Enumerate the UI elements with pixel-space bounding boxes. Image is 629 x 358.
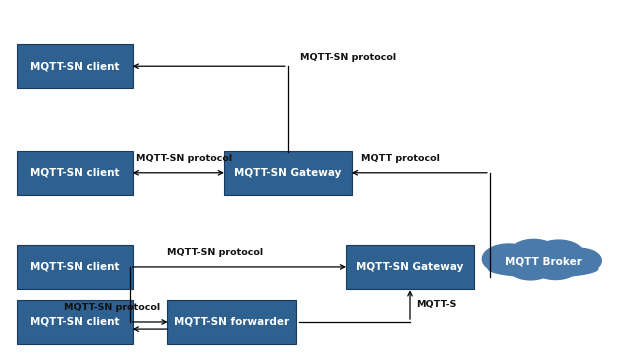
Text: MQTT-SN protocol: MQTT-SN protocol — [136, 154, 232, 163]
Circle shape — [482, 244, 535, 274]
Text: MQTT-SN protocol: MQTT-SN protocol — [64, 303, 160, 312]
Text: MQTT-SN protocol: MQTT-SN protocol — [167, 248, 264, 257]
Text: MQTT-SN client: MQTT-SN client — [30, 262, 120, 272]
Text: MQTT-SN Gateway: MQTT-SN Gateway — [234, 168, 342, 178]
Text: MQTT-SN Gateway: MQTT-SN Gateway — [356, 262, 464, 272]
FancyBboxPatch shape — [17, 300, 133, 344]
Text: MQTT Broker: MQTT Broker — [504, 256, 581, 266]
Circle shape — [532, 252, 579, 280]
FancyBboxPatch shape — [224, 151, 352, 195]
FancyBboxPatch shape — [17, 245, 133, 289]
Text: MQTT-SN client: MQTT-SN client — [30, 168, 120, 178]
Circle shape — [510, 240, 557, 266]
Circle shape — [508, 254, 553, 280]
Text: MQTT-SN protocol: MQTT-SN protocol — [301, 53, 396, 62]
Ellipse shape — [488, 260, 598, 277]
Text: MQTT-SN client: MQTT-SN client — [30, 317, 120, 327]
FancyBboxPatch shape — [346, 245, 474, 289]
Text: MQTT-S: MQTT-S — [416, 300, 457, 309]
FancyBboxPatch shape — [17, 44, 133, 88]
Text: MQTT-SN client: MQTT-SN client — [30, 61, 120, 71]
Text: MQTT protocol: MQTT protocol — [362, 154, 440, 163]
Circle shape — [557, 248, 601, 273]
Text: MQTT-SN forwarder: MQTT-SN forwarder — [174, 317, 289, 327]
Circle shape — [533, 240, 584, 268]
FancyBboxPatch shape — [167, 300, 296, 344]
FancyBboxPatch shape — [17, 151, 133, 195]
